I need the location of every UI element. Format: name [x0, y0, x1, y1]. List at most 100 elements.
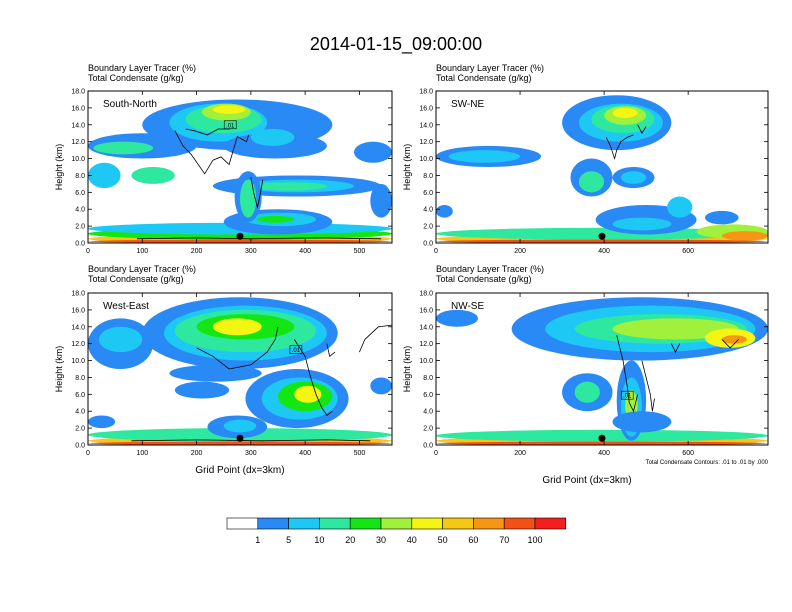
- colorbar-swatch: [503, 517, 536, 530]
- x-tick-label: 0: [86, 248, 90, 255]
- y-tick-label: 16.0: [419, 105, 433, 112]
- condensate-contour: [326, 343, 336, 358]
- y-tick-label: 0.0: [75, 241, 85, 248]
- y-tick-label: 14.0: [71, 122, 85, 129]
- tracer-region: [250, 129, 295, 146]
- condensate-contours: [605, 124, 647, 161]
- panel-label: South-North: [103, 99, 157, 110]
- y-tick-label: 4.0: [75, 409, 85, 416]
- y-tick-label: 14.0: [71, 324, 85, 331]
- panel-nw-se: Boundary Layer Tracer (%) Total Condensa…: [402, 264, 769, 486]
- condensate-contours: [131, 324, 392, 442]
- condensate-contour: [250, 177, 264, 208]
- tracer-field: [436, 91, 768, 243]
- plot-frame: [435, 292, 769, 446]
- y-tick-label: 14.0: [419, 122, 433, 129]
- y-tick-label: 12.0: [419, 341, 433, 348]
- x-tick-label: 100: [136, 450, 148, 457]
- tracer-region: [574, 381, 600, 403]
- tracer-region: [294, 385, 322, 403]
- contour-label-box: [620, 390, 634, 400]
- colorbar-label: 60: [468, 535, 478, 545]
- y-tick-label: 18.0: [71, 291, 85, 298]
- colorbar-label: 10: [314, 535, 324, 545]
- station-marker: [236, 232, 244, 240]
- y-tick-label: 10.0: [71, 358, 85, 365]
- y-tick-label: 2.0: [75, 426, 85, 433]
- plot-frame: [435, 90, 769, 244]
- colorbar-label: 5: [286, 535, 291, 545]
- tracer-field: [436, 293, 768, 445]
- colorbar-label: 70: [499, 535, 509, 545]
- tracer-region: [240, 179, 257, 218]
- x-tick-label: 100: [136, 248, 148, 255]
- y-tick-label: 6.0: [75, 190, 85, 197]
- y-tick-label: 12.0: [71, 139, 85, 146]
- y-tick-label: 8.0: [75, 375, 85, 382]
- condensate-contour: [721, 339, 739, 349]
- tracer-region: [620, 171, 647, 184]
- condensate-contour: [293, 339, 333, 416]
- condensate-contour: [174, 130, 250, 175]
- station-marker: [236, 434, 244, 442]
- condensate-contour: [136, 237, 382, 240]
- colorbar: 1 5 10 20 30 40 50 60 70 100: [226, 517, 567, 545]
- tracer-region: [88, 441, 392, 445]
- tracer-region: [721, 335, 747, 344]
- colorbar-label: 1: [255, 535, 260, 545]
- tracer-region: [578, 171, 605, 193]
- y-tick-label: 2.0: [423, 224, 433, 231]
- colorbar-label: 50: [438, 535, 448, 545]
- panel-label: NW-SE: [451, 301, 484, 312]
- panel-subtitle-line2: Total Condensate (g/kg): [436, 274, 532, 284]
- y-tick-label: 0.0: [423, 443, 433, 450]
- y-tick-label: 18.0: [419, 291, 433, 298]
- colorbar-label: 40: [407, 535, 417, 545]
- y-axis-label: Height (km): [54, 144, 64, 191]
- station-marker: [598, 232, 606, 240]
- tracer-region: [98, 326, 143, 353]
- tracer-region: [436, 441, 768, 445]
- y-tick-label: 6.0: [75, 392, 85, 399]
- panel-subtitle-line1: Boundary Layer Tracer (%): [88, 264, 196, 274]
- x-tick-label: 300: [245, 450, 257, 457]
- tracer-region: [721, 231, 768, 241]
- x-tick-label: 200: [514, 450, 526, 457]
- y-tick-label: 6.0: [423, 190, 433, 197]
- condensate-contour: [185, 128, 231, 136]
- colorbar-label: 100: [527, 535, 542, 545]
- tracer-region: [612, 318, 739, 340]
- tracer-region: [212, 318, 262, 336]
- condensate-contour: [605, 134, 634, 161]
- contour-label: .01: [292, 348, 301, 354]
- condensate-contour: [131, 439, 371, 442]
- contour-label-box: [289, 345, 303, 354]
- y-tick-label: 18.0: [419, 89, 433, 96]
- y-tick-label: 16.0: [71, 307, 85, 314]
- x-axis-label: Grid Point (dx=3km): [195, 465, 284, 476]
- tracer-region: [370, 377, 392, 395]
- x-tick-label: 500: [354, 450, 366, 457]
- tracer-field: [88, 293, 392, 445]
- x-tick-label: 0: [86, 450, 90, 457]
- panel-south-north: Boundary Layer Tracer (%) Total Condensa…: [54, 63, 393, 255]
- colorbar-swatch: [288, 517, 320, 530]
- colorbar-swatch: [319, 517, 351, 530]
- x-tick-label: 200: [191, 450, 203, 457]
- panel-subtitle-line1: Boundary Layer Tracer (%): [436, 63, 544, 73]
- tracer-region: [93, 141, 154, 155]
- condensate-contour: [359, 324, 392, 353]
- tracer-region: [436, 205, 453, 218]
- tracer-region: [448, 150, 521, 163]
- tracer-region: [256, 215, 295, 223]
- condensate-contour: [641, 360, 655, 412]
- panel-subtitle-line1: Boundary Layer Tracer (%): [88, 63, 196, 73]
- x-tick-label: 400: [598, 450, 610, 457]
- panel-subtitle-line2: Total Condensate (g/kg): [88, 274, 184, 284]
- x-tick-label: 200: [514, 248, 526, 255]
- tracer-region: [612, 107, 638, 119]
- y-tick-label: 6.0: [423, 392, 433, 399]
- y-tick-label: 12.0: [71, 341, 85, 348]
- plot-frame: [87, 90, 393, 244]
